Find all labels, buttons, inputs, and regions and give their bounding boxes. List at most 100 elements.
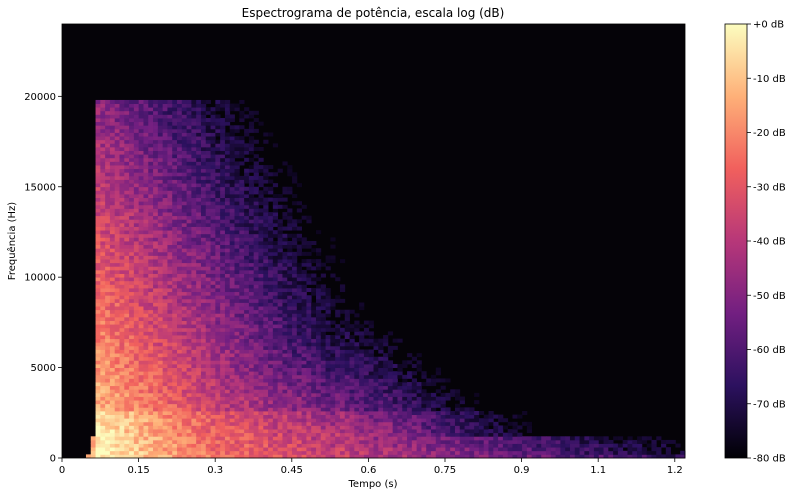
spectrogram-cell [220, 414, 226, 419]
spectrogram-cell [186, 99, 192, 104]
spectrogram-cell [153, 139, 159, 144]
spectrogram-cell [349, 327, 355, 332]
spectrogram-cell [416, 367, 422, 372]
spectrogram-cell [330, 320, 336, 325]
spectrogram-cell [105, 331, 111, 336]
spectrogram-cell [177, 165, 183, 170]
spectrogram-cell [224, 342, 231, 347]
spectrogram-cell [296, 349, 303, 354]
spectrogram-cell [315, 425, 322, 430]
spectrogram-cell [339, 418, 346, 423]
spectrogram-cell [344, 309, 350, 314]
spectrogram-cell [133, 165, 140, 170]
spectrogram-cell [253, 179, 259, 184]
spectrogram-cell [138, 280, 144, 285]
spectrogram-cell [411, 382, 418, 387]
spectrogram-cell [373, 360, 379, 365]
spectrogram-cell [315, 382, 322, 387]
spectrogram-cell [296, 400, 303, 405]
spectrogram-cell [229, 193, 235, 198]
spectrogram-cell [105, 335, 111, 340]
spectrogram-cell [253, 146, 259, 151]
spectrogram-cell [306, 331, 312, 336]
spectrogram-cell [200, 345, 207, 350]
spectrogram-cell [248, 385, 255, 390]
spectrogram-cell [205, 215, 211, 220]
spectrogram-cell [253, 302, 259, 307]
spectrogram-cell [200, 136, 207, 141]
spectrogram-cell [268, 291, 274, 296]
spectrogram-cell [287, 251, 293, 256]
spectrogram-cell [215, 392, 221, 397]
spectrogram-cell [292, 439, 298, 444]
spectrogram-cell [157, 295, 164, 300]
spectrogram-cell [263, 230, 269, 235]
spectrogram-cell [105, 201, 111, 206]
spectrogram-cell [431, 400, 437, 405]
spectrogram-cell [129, 429, 135, 434]
spectrogram-cell [157, 121, 164, 126]
spectrogram-cell [320, 396, 326, 401]
spectrogram-cell [339, 410, 346, 415]
spectrogram-cell [363, 443, 370, 448]
spectrogram-cell [105, 291, 111, 296]
spectrogram-cell [181, 161, 187, 166]
spectrogram-cell [133, 168, 140, 173]
spectrogram-cell [248, 436, 255, 441]
spectrogram-cell [234, 150, 240, 155]
spectrogram-cell [263, 132, 269, 137]
spectrogram-cell [320, 378, 326, 383]
spectrogram-cell [220, 266, 226, 271]
spectrogram-cell [153, 454, 159, 459]
spectrogram-cell [205, 154, 211, 159]
spectrogram-cell [224, 183, 231, 188]
spectrogram-cell [167, 421, 173, 426]
spectrogram-cell [95, 150, 101, 155]
spectrogram-cell [191, 110, 197, 115]
spectrogram-cell [177, 157, 183, 162]
spectrogram-cell [181, 150, 187, 155]
spectrogram-cell [258, 450, 264, 455]
spectrogram-cell [292, 291, 298, 296]
spectrogram-cell [143, 269, 149, 274]
spectrogram-cell [100, 132, 106, 137]
spectrogram-cell [244, 450, 250, 455]
spectrogram-cell [153, 110, 159, 115]
spectrogram-cell [105, 410, 111, 415]
spectrogram-cell [239, 179, 245, 184]
spectrogram-cell [234, 241, 240, 246]
spectrogram-cell [311, 371, 317, 376]
spectrogram-cell [215, 382, 221, 387]
spectrogram-cell [200, 143, 207, 148]
spectrogram-cell [119, 447, 125, 452]
spectrogram-cell [330, 338, 336, 343]
spectrogram-cell [306, 447, 312, 452]
spectrogram-cell [129, 165, 135, 170]
spectrogram-cell [234, 262, 240, 267]
spectrogram-cell [129, 114, 135, 119]
spectrogram-cell [105, 316, 111, 321]
spectrogram-cell [335, 345, 341, 350]
spectrogram-cell [239, 233, 245, 238]
spectrogram-cell [244, 288, 250, 293]
spectrogram-cell [167, 197, 173, 202]
spectrogram-cell [114, 429, 120, 434]
spectrogram-cell [253, 295, 259, 300]
spectrogram-cell [268, 306, 274, 311]
spectrogram-cell [320, 382, 326, 387]
spectrogram-cell [244, 447, 250, 452]
spectrogram-cell [124, 259, 130, 264]
spectrogram-cell [114, 436, 120, 441]
spectrogram-cell [224, 280, 231, 285]
spectrogram-cell [220, 121, 226, 126]
spectrogram-cell [215, 277, 221, 282]
spectrogram-cell [210, 143, 216, 148]
spectrogram-cell [224, 382, 231, 387]
spectrogram-cell [411, 425, 418, 430]
spectrogram-cell [335, 295, 341, 300]
spectrogram-cell [181, 179, 187, 184]
spectrogram-cell [258, 414, 264, 419]
spectrogram-cell [114, 284, 120, 289]
spectrogram-cell [277, 425, 283, 430]
spectrogram-cell [148, 331, 154, 336]
